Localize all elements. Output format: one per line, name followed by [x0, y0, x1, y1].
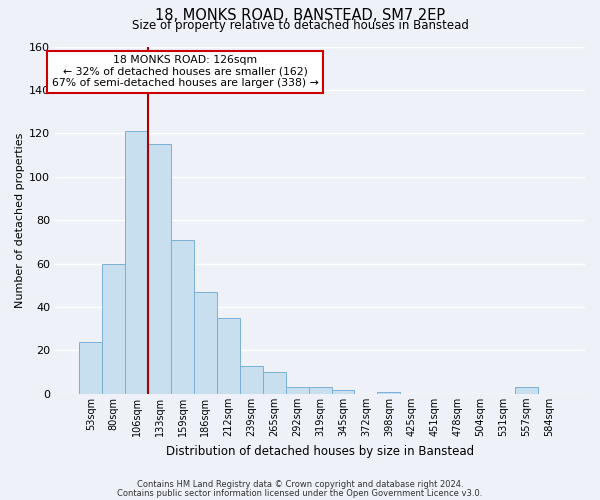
Bar — [125, 131, 148, 394]
Bar — [79, 342, 102, 394]
Bar — [286, 388, 308, 394]
Bar — [332, 390, 355, 394]
Text: Contains HM Land Registry data © Crown copyright and database right 2024.: Contains HM Land Registry data © Crown c… — [137, 480, 463, 489]
Bar — [240, 366, 263, 394]
Bar — [148, 144, 171, 394]
Text: 18 MONKS ROAD: 126sqm
← 32% of detached houses are smaller (162)
67% of semi-det: 18 MONKS ROAD: 126sqm ← 32% of detached … — [52, 55, 319, 88]
Bar — [171, 240, 194, 394]
X-axis label: Distribution of detached houses by size in Banstead: Distribution of detached houses by size … — [166, 444, 474, 458]
Text: Size of property relative to detached houses in Banstead: Size of property relative to detached ho… — [131, 18, 469, 32]
Bar — [102, 264, 125, 394]
Bar — [515, 388, 538, 394]
Bar — [377, 392, 400, 394]
Text: Contains public sector information licensed under the Open Government Licence v3: Contains public sector information licen… — [118, 488, 482, 498]
Bar — [308, 388, 332, 394]
Y-axis label: Number of detached properties: Number of detached properties — [15, 132, 25, 308]
Bar — [217, 318, 240, 394]
Text: 18, MONKS ROAD, BANSTEAD, SM7 2EP: 18, MONKS ROAD, BANSTEAD, SM7 2EP — [155, 8, 445, 22]
Bar — [194, 292, 217, 394]
Bar — [263, 372, 286, 394]
